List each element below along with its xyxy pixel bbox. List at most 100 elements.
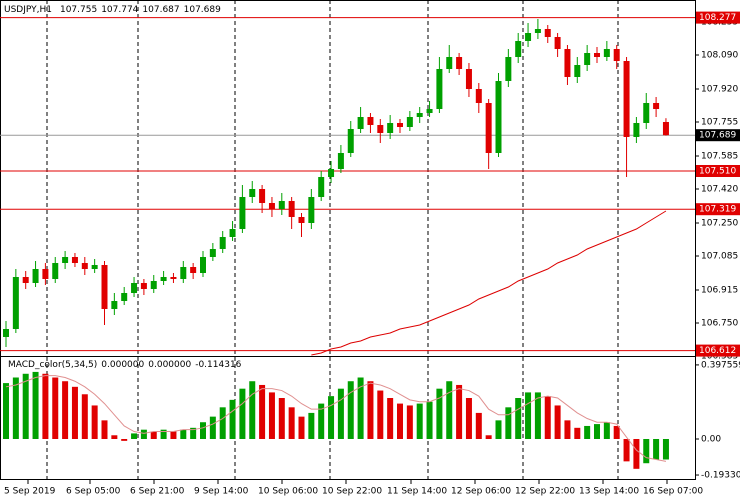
y-tick-label: 107.755: [701, 118, 738, 128]
chart-header: USDJPY,H1 107.755 107.774 107.687 107.689: [4, 5, 221, 15]
candle-body: [475, 89, 482, 103]
candle-body: [160, 277, 167, 281]
macd-bar: [268, 392, 275, 439]
candle-body: [200, 257, 206, 273]
macd-bar: [505, 407, 512, 439]
macd-bar: [318, 403, 325, 439]
macd-bar: [278, 398, 285, 439]
candle-body: [416, 113, 423, 117]
y-tick-label: 106.750: [701, 319, 738, 329]
candle-body: [525, 33, 532, 41]
header-value: 107.687: [142, 5, 179, 15]
x-tick-label: 9 Sep 14:00: [194, 487, 249, 497]
candle-body: [288, 201, 295, 217]
macd-bar: [525, 392, 532, 439]
candle-body: [544, 29, 551, 37]
candle-body: [397, 123, 403, 127]
macd-bar: [377, 390, 384, 439]
macd-bar: [446, 381, 453, 439]
candle-body: [377, 125, 384, 133]
macd-bar: [259, 384, 266, 439]
macd-bar: [180, 429, 187, 439]
macd-bar: [190, 427, 197, 439]
candle-body: [603, 49, 610, 57]
current-price-box: [696, 129, 740, 142]
candle-body: [505, 57, 512, 81]
candle-body: [249, 189, 256, 197]
candle-body: [268, 203, 275, 209]
y-tick-label: 107.585: [701, 152, 738, 162]
candle-body: [22, 277, 29, 283]
macd-bar: [3, 383, 9, 439]
macd-bar: [170, 431, 177, 439]
candle-body: [298, 217, 305, 223]
macd-bar: [653, 439, 660, 460]
macd-bar: [485, 435, 492, 439]
macd-bar: [633, 439, 640, 469]
candle-body: [170, 277, 177, 279]
macd-bar: [436, 388, 443, 439]
candle-body: [62, 257, 69, 263]
candle-body: [229, 229, 236, 237]
macd-bar: [554, 405, 561, 439]
macd-bar: [465, 398, 472, 439]
macd-bar: [131, 433, 138, 439]
macd-bar: [456, 384, 463, 439]
candle-body: [91, 265, 98, 269]
level-label: 107.510: [699, 167, 736, 177]
y-tick-label: 107.420: [701, 185, 738, 195]
candle-body: [278, 201, 285, 209]
macd-bar: [71, 386, 78, 439]
candle-body: [613, 49, 620, 61]
macd-bar: [643, 439, 650, 464]
macd-bar: [298, 416, 305, 439]
candle-body: [190, 267, 197, 273]
macd-bar: [91, 405, 98, 439]
macd-bar: [209, 416, 216, 439]
macd-header-value: -0.114316: [195, 360, 241, 370]
level-label-box: [696, 203, 740, 216]
y-tick-label: 108.090: [701, 51, 738, 61]
candle-body: [534, 29, 541, 33]
chart-title: USDJPY,H1: [4, 5, 52, 15]
x-tick-label: 16 Sep 07:00: [643, 487, 703, 497]
x-tick-label: 12 Sep 06:00: [451, 487, 511, 497]
macd-bar: [42, 373, 49, 439]
candle-body: [633, 123, 640, 137]
macd-bar: [623, 439, 630, 462]
header-value: 107.689: [184, 5, 221, 15]
x-tick-label: 6 Sep 05:00: [66, 487, 121, 497]
candle-body: [387, 123, 394, 133]
macd-bar: [367, 381, 374, 439]
candle-body: [71, 257, 78, 263]
candle-body: [219, 237, 226, 249]
macd-bar: [387, 398, 394, 439]
candle-body: [150, 281, 157, 289]
candle-body: [318, 177, 325, 197]
macd-bar: [416, 403, 423, 439]
candle-body: [337, 153, 344, 169]
macd-header: MACD_color(5,34,5) 0.000000 0.000000 -0.114…: [8, 360, 242, 370]
candle-body: [495, 81, 502, 153]
candle-body: [357, 117, 364, 129]
macd-bar: [603, 422, 610, 439]
x-tick-label: 10 Sep 06:00: [258, 487, 318, 497]
macd-bar: [426, 401, 433, 439]
header-value: 107.755: [60, 5, 97, 15]
macd-bar: [22, 373, 29, 439]
macd-bar: [337, 388, 344, 439]
level-label: 106.612: [699, 346, 736, 356]
macd-bar: [52, 377, 59, 439]
macd-bar: [495, 420, 502, 439]
level-label-box: [696, 165, 740, 177]
macd-bar: [160, 429, 167, 439]
x-tick-label: 10 Sep 22:00: [322, 487, 382, 497]
level-label: 107.319: [699, 205, 736, 215]
macd-bar: [308, 412, 315, 439]
candle-body: [101, 265, 108, 309]
candle-body: [3, 329, 9, 337]
y-tick-label: 107.085: [701, 252, 738, 262]
current-price-label: 107.689: [699, 131, 736, 141]
header-value: 107.774: [101, 5, 138, 15]
